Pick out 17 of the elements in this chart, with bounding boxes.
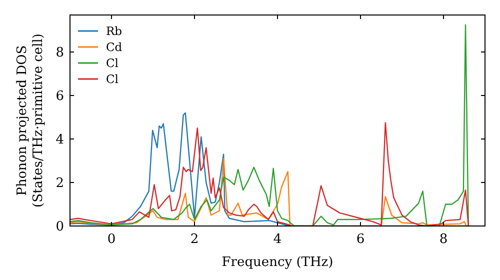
line-series — [70, 24, 470, 226]
legend-label: Rb — [106, 24, 122, 38]
y-tick-label: 2 — [56, 176, 64, 191]
x-tick-label: 6 — [356, 232, 365, 247]
x-tick-label: 8 — [439, 232, 448, 247]
legend-label: Cl — [106, 56, 119, 70]
legend-label: Cl — [106, 72, 119, 86]
x-axis-title: Frequency (THz) — [222, 255, 334, 270]
y-tick-label: 0 — [56, 220, 64, 234]
y-axis-title: Phonon projected DOS (States/THz·primitive cell) — [15, 33, 46, 208]
x-tick-label: 0 — [107, 232, 116, 247]
legend-label: Cd — [106, 40, 123, 54]
x-tick-label: 2 — [190, 232, 199, 247]
y-tick-label: 8 — [56, 45, 64, 60]
y-tick-label: 4 — [56, 132, 64, 148]
x-tick-label: 4 — [273, 232, 282, 247]
y-tick-label: 6 — [56, 88, 64, 104]
